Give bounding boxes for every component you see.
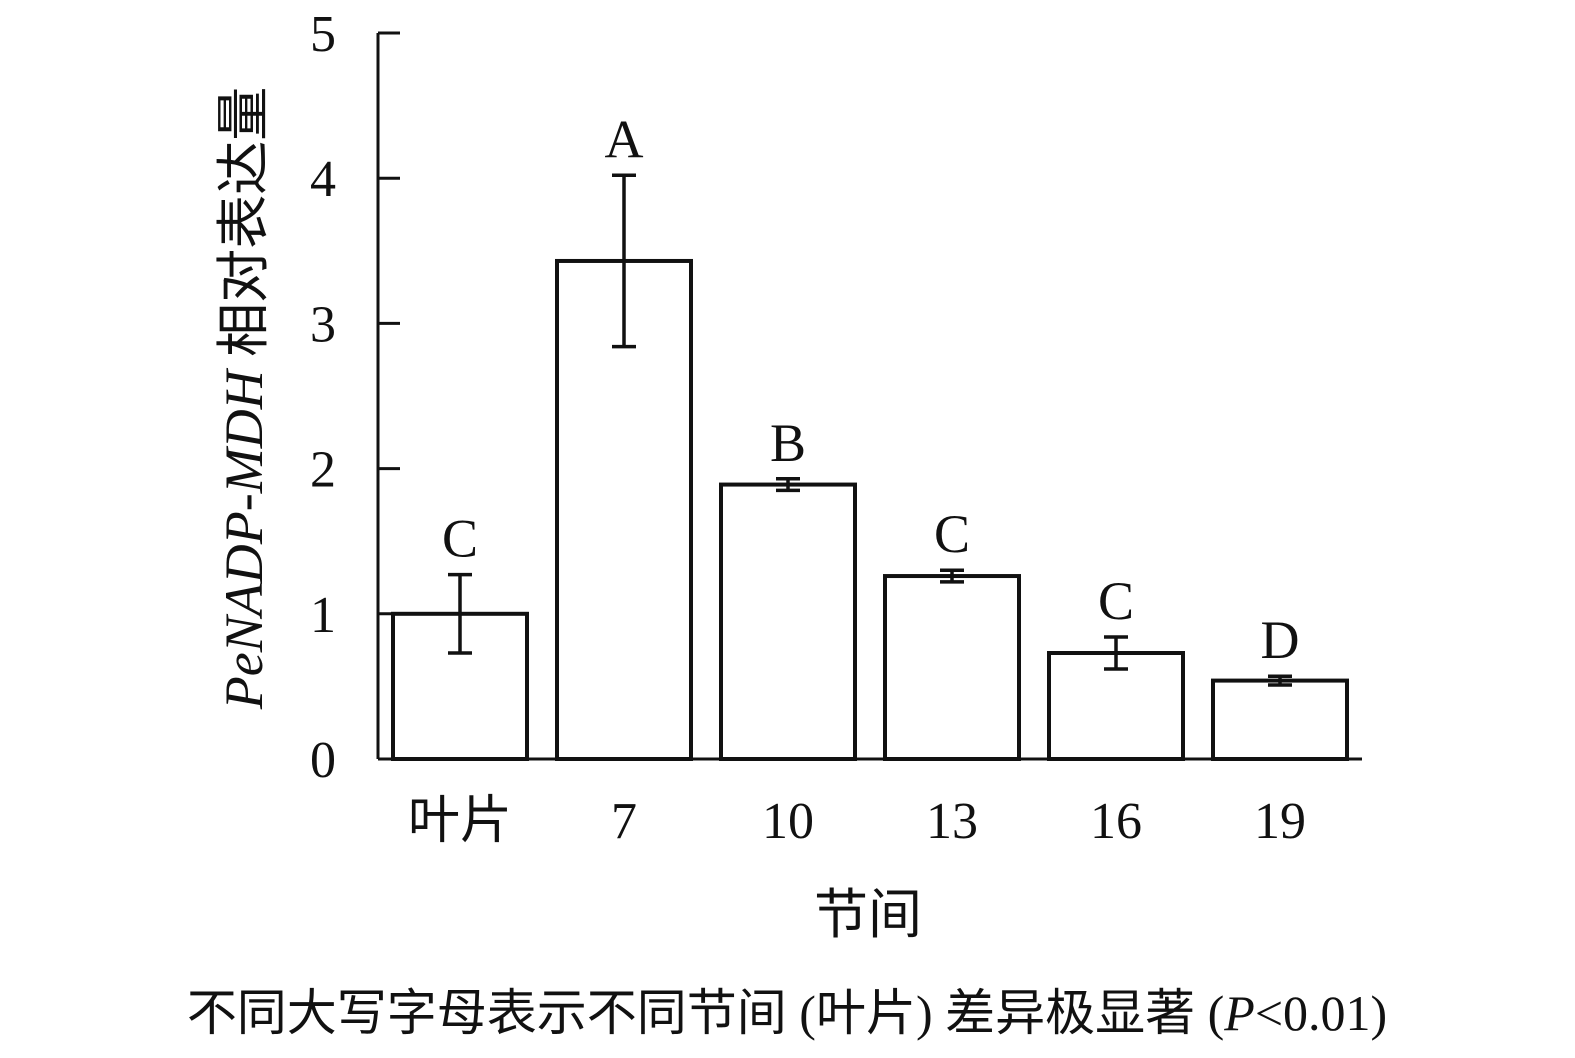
x-tick-label: 13 bbox=[926, 793, 978, 850]
y-axis-title-gene: PeNADP-MDH bbox=[214, 367, 274, 710]
y-tick-label: 5 bbox=[310, 6, 336, 63]
x-tick-label: 7 bbox=[611, 793, 637, 850]
caption-p-symbol: P bbox=[1223, 985, 1255, 1041]
error-bar bbox=[940, 568, 964, 584]
x-tick-label: 10 bbox=[762, 793, 814, 850]
significance-label: D bbox=[1261, 610, 1300, 670]
caption-text-after: <0.01) bbox=[1255, 985, 1387, 1041]
bar bbox=[719, 482, 857, 761]
y-axis: 0 1 2 3 4 5 bbox=[310, 6, 400, 789]
caption-text-before: 不同大写字母表示不同节间 (叶片) 差异极显著 ( bbox=[187, 985, 1224, 1041]
y-tick-label: 0 bbox=[310, 732, 336, 789]
y-tick-label: 4 bbox=[310, 151, 336, 208]
bars-group: C A B C C D bbox=[391, 109, 1349, 762]
error-bar bbox=[776, 477, 800, 493]
error-bar bbox=[612, 173, 636, 349]
y-axis-title-rest: 相对表达量 bbox=[214, 87, 274, 371]
bar bbox=[1211, 678, 1349, 761]
error-bar bbox=[1268, 674, 1292, 687]
x-tick-label: 16 bbox=[1090, 793, 1142, 850]
error-bar bbox=[1104, 635, 1128, 671]
y-axis-title: PeNADP-MDH 相对表达量 bbox=[214, 87, 274, 710]
error-bar bbox=[448, 572, 472, 655]
x-axis: 叶片 7 10 13 16 19 bbox=[378, 757, 1362, 850]
y-tick-label: 2 bbox=[310, 442, 336, 499]
figure-caption: 不同大写字母表示不同节间 (叶片) 差异极显著 (P<0.01) bbox=[187, 985, 1387, 1041]
significance-label: A bbox=[605, 109, 644, 169]
x-axis-title: 节间 bbox=[814, 885, 922, 945]
y-tick-label: 1 bbox=[310, 587, 336, 644]
significance-label: C bbox=[442, 509, 478, 569]
significance-label: B bbox=[770, 413, 806, 473]
x-tick-label: 叶片 bbox=[408, 793, 512, 850]
significance-label: C bbox=[934, 504, 970, 564]
y-tick-label: 3 bbox=[310, 296, 336, 353]
bar bbox=[883, 574, 1021, 761]
x-tick-label: 19 bbox=[1254, 793, 1306, 850]
significance-label: C bbox=[1098, 571, 1134, 631]
